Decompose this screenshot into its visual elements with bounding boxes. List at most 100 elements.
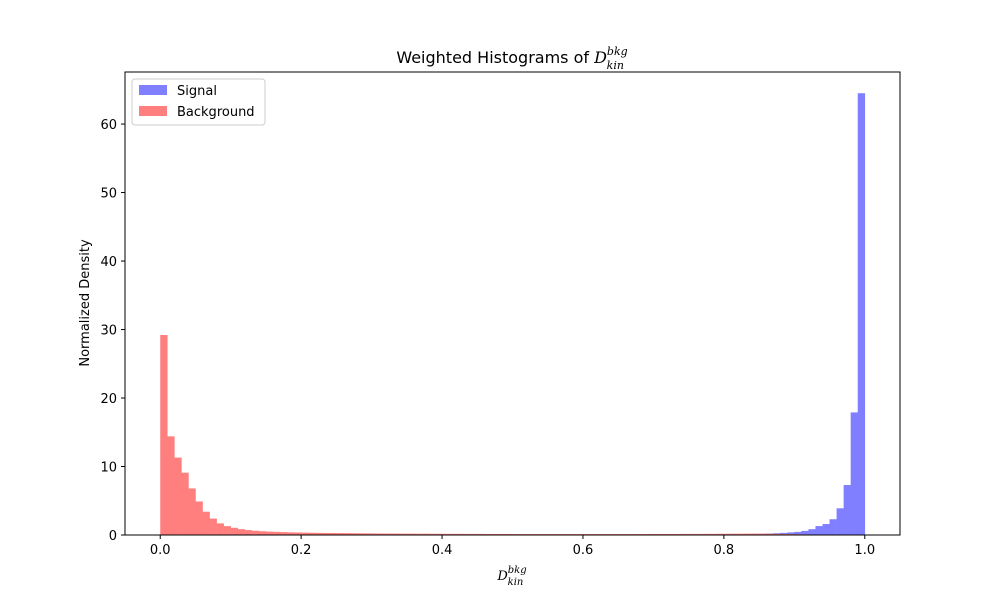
bar-background — [399, 533, 408, 535]
bar-background — [378, 533, 386, 535]
chart-title-subscript: kin — [607, 59, 624, 72]
x-tick-label: 1.0 — [854, 543, 875, 558]
bar-background — [350, 533, 358, 535]
bar-background — [660, 533, 668, 535]
bar-background — [470, 533, 478, 535]
bar-signal — [857, 93, 866, 536]
bar-background — [498, 533, 506, 535]
bar-background — [329, 533, 337, 535]
ticks-layer: 0.0 0.2 0.4 0.6 0.8 1.0 0 10 20 30 40 50 60 — [100, 118, 875, 558]
legend-swatch-background — [139, 106, 167, 116]
bar-signal — [843, 485, 851, 535]
bar-background — [364, 533, 372, 535]
bar-background — [723, 533, 732, 535]
bar-background — [773, 533, 781, 535]
y-tick-label: 10 — [100, 461, 117, 476]
chart-title-superscript: bkg — [607, 45, 628, 58]
chart-title: Weighted Histograms of Dbkg kin — [396, 45, 627, 72]
bar-background — [709, 533, 718, 535]
bar-background — [442, 533, 450, 535]
chart-title-symbol: D — [593, 48, 607, 67]
bar-background — [160, 335, 168, 535]
bar-background — [667, 533, 675, 535]
bar-background — [688, 533, 696, 535]
x-tick-label: 0.0 — [150, 543, 171, 558]
bar-background — [322, 532, 330, 535]
bar-background — [223, 526, 231, 535]
bar-background — [420, 533, 429, 535]
bar-signal — [815, 526, 823, 535]
bar-background — [315, 532, 323, 535]
legend-swatch-signal — [139, 85, 167, 95]
bar-background — [681, 533, 689, 535]
y-tick-label: 20 — [100, 392, 117, 407]
bar-background — [244, 530, 253, 535]
bar-signal — [787, 532, 795, 535]
bar-background — [653, 533, 661, 535]
bar-background — [294, 532, 302, 535]
bar-background — [181, 472, 189, 535]
bars-layer — [160, 93, 866, 536]
x-axis-label-superscript: bkg — [508, 565, 527, 576]
bar-background — [695, 533, 704, 535]
bar-background — [745, 533, 753, 535]
legend-label-signal: Signal — [177, 84, 217, 99]
bar-background — [251, 530, 260, 535]
legend-label-background: Background — [177, 105, 255, 120]
bar-background — [780, 533, 788, 535]
y-axis-label: Normalized Density — [78, 239, 93, 367]
bar-signal — [850, 412, 859, 535]
bar-background — [674, 533, 682, 535]
bar-signal — [801, 530, 809, 535]
bar-background — [209, 518, 217, 535]
bar-background — [167, 436, 175, 535]
bar-background — [730, 533, 739, 535]
bar-background — [427, 533, 436, 535]
chart-title-prefix: Weighted Histograms of — [396, 48, 594, 67]
bar-background — [477, 533, 485, 535]
bar-background — [258, 531, 267, 535]
bar-background — [646, 533, 654, 535]
bar-background — [343, 533, 351, 535]
bar-background — [371, 533, 379, 535]
bar-signal — [836, 508, 844, 535]
bar-signal — [808, 529, 816, 535]
legend: Signal Background — [131, 78, 266, 126]
bar-background — [272, 531, 281, 535]
bar-background — [413, 533, 422, 535]
x-axis-label-subscript: kin — [508, 577, 524, 588]
bar-background — [435, 533, 443, 535]
bar-signal — [822, 524, 830, 535]
bar-background — [463, 533, 471, 535]
bar-background — [202, 511, 210, 535]
bar-signal — [780, 532, 788, 535]
bar-background — [385, 533, 394, 535]
bar-signal — [794, 531, 802, 535]
bar-background — [766, 533, 774, 535]
bar-background — [484, 533, 492, 535]
bar-background — [491, 533, 499, 535]
bar-background — [406, 533, 415, 535]
bar-background — [195, 501, 203, 535]
bar-background — [174, 457, 182, 535]
bar-background — [336, 533, 344, 535]
bar-background — [357, 533, 365, 535]
y-tick-label: 40 — [100, 255, 117, 270]
bar-background — [716, 533, 725, 535]
x-axis-label-symbol: D — [496, 569, 508, 584]
bar-background — [737, 533, 746, 535]
bar-background — [702, 533, 711, 535]
plot-frame — [124, 71, 901, 536]
y-tick-label: 30 — [100, 324, 117, 339]
bar-background — [308, 532, 316, 535]
bar-background — [237, 529, 246, 535]
bar-background — [752, 533, 760, 535]
bar-background — [216, 523, 224, 535]
y-tick-label: 60 — [100, 118, 117, 133]
x-tick-label: 0.2 — [291, 543, 312, 558]
x-tick-label: 0.6 — [573, 543, 594, 558]
bar-background — [280, 532, 288, 535]
x-tick-label: 0.8 — [714, 543, 735, 558]
bar-background — [301, 532, 309, 535]
